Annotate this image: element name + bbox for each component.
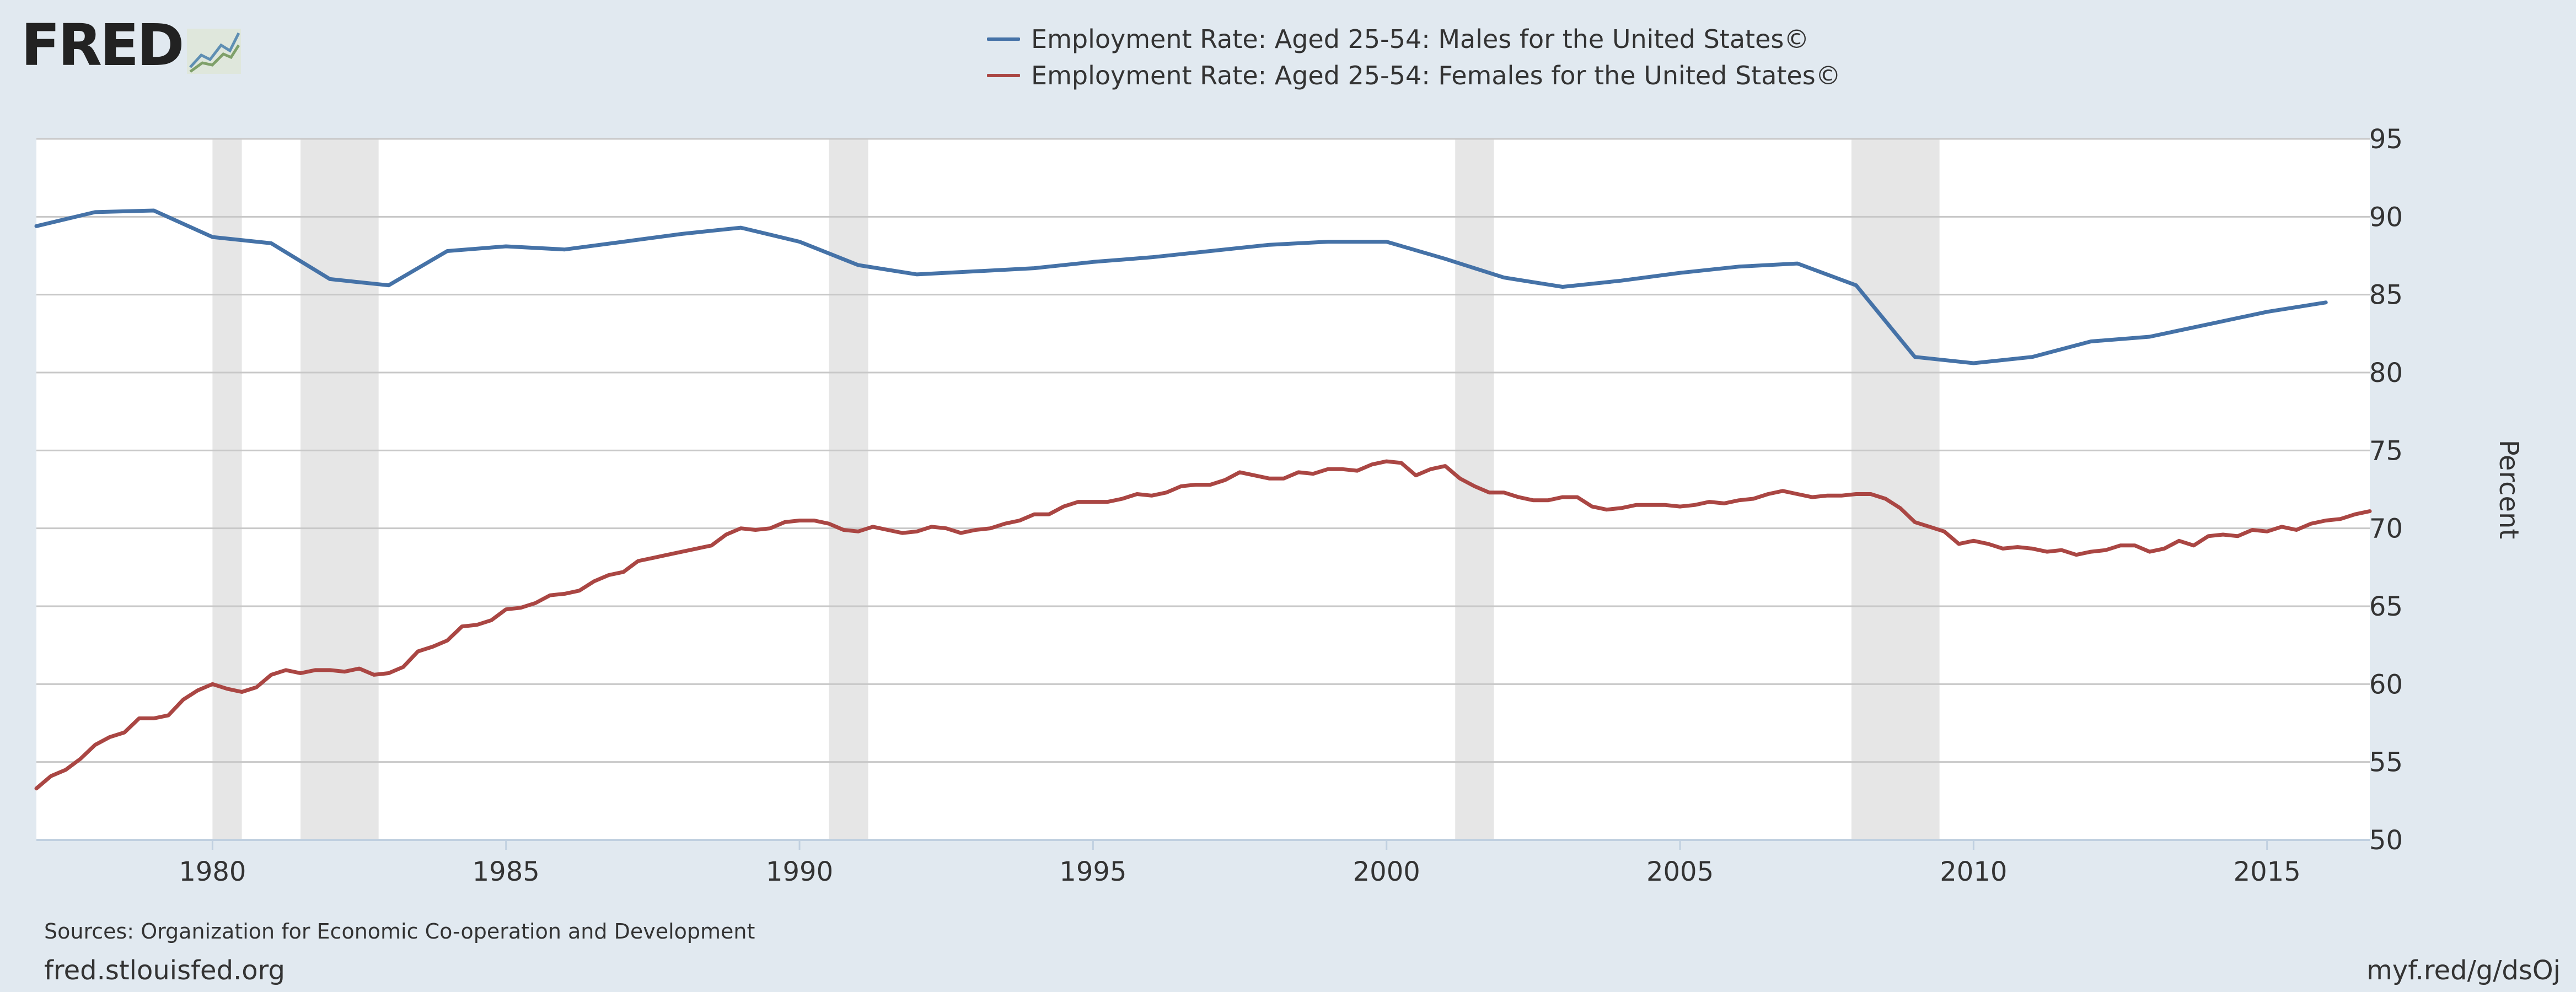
- y-tick-label-70: 70: [2369, 514, 2403, 544]
- y-tick-label-85: 85: [2369, 280, 2403, 311]
- recession-bands: [212, 139, 1940, 840]
- legend-swatch-females: [987, 74, 1020, 77]
- recession-band-4: [1455, 139, 1494, 840]
- legend-item-females[interactable]: Employment Rate: Aged 25-54: Females for…: [987, 63, 1841, 88]
- x-tick-label-1990: 1990: [766, 856, 833, 887]
- fred-logo-graph-icon: [186, 29, 241, 74]
- fred-logo[interactable]: FRED: [21, 17, 241, 74]
- series-line-females: [34, 459, 2372, 791]
- y-tick-label-95: 95: [2369, 124, 2403, 155]
- legend-item-males[interactable]: Employment Rate: Aged 25-54: Males for t…: [987, 26, 1841, 52]
- legend-swatch-males: [987, 37, 1020, 41]
- plot-area: [36, 139, 2370, 840]
- chart-legend: Employment Rate: Aged 25-54: Males for t…: [987, 26, 1841, 88]
- y-tick-label-65: 65: [2369, 591, 2403, 622]
- x-axis-ticks: 1980 1985 1990 1995 2000 2005 2010 2015: [179, 840, 2301, 887]
- x-tick-label-1985: 1985: [473, 856, 540, 887]
- x-tick-label-2000: 2000: [1353, 856, 1420, 887]
- recession-band-1: [212, 139, 242, 840]
- x-tick-label-2015: 2015: [2234, 856, 2301, 887]
- y-tick-label-80: 80: [2369, 358, 2403, 389]
- legend-label-females: Employment Rate: Aged 25-54: Females for…: [1031, 61, 1841, 90]
- y-axis-label: Percent: [2493, 440, 2524, 540]
- source-note: Sources: Organization for Economic Co-op…: [44, 919, 755, 944]
- y-tick-label-90: 90: [2369, 202, 2403, 233]
- series-lines: [34, 208, 2372, 791]
- fred-logo-text: FRED: [21, 12, 184, 79]
- fred-site-link[interactable]: fred.stlouisfed.org: [44, 955, 286, 986]
- x-tick-label-2010: 2010: [1940, 856, 2007, 887]
- short-link[interactable]: myf.red/g/dsOj: [2366, 955, 2561, 986]
- recession-band-3: [829, 139, 868, 840]
- y-tick-label-75: 75: [2369, 435, 2403, 466]
- recession-band-2: [300, 139, 379, 840]
- y-tick-label-50: 50: [2369, 825, 2403, 856]
- y-axis-ticks: 50 55 60 65 70 75 80 85 90 95: [2369, 124, 2403, 856]
- gridlines: [36, 138, 2370, 841]
- x-tick-label-1995: 1995: [1059, 856, 1126, 887]
- series-line-males: [34, 208, 2328, 365]
- x-tick-label-1980: 1980: [179, 856, 246, 887]
- recession-band-5: [1851, 139, 1940, 840]
- legend-label-males: Employment Rate: Aged 25-54: Males for t…: [1031, 24, 1810, 54]
- x-tick-label-2005: 2005: [1646, 856, 1714, 887]
- y-tick-label-55: 55: [2369, 747, 2403, 778]
- y-tick-label-60: 60: [2369, 669, 2403, 700]
